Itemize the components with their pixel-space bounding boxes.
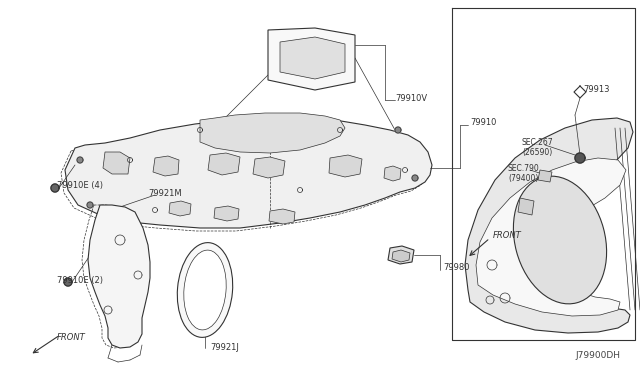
Text: 79910E (2): 79910E (2) — [57, 276, 103, 285]
Text: 79910V: 79910V — [395, 93, 427, 103]
Ellipse shape — [184, 250, 226, 330]
Polygon shape — [103, 152, 130, 174]
Polygon shape — [412, 175, 418, 181]
Text: 79921M: 79921M — [148, 189, 182, 198]
Polygon shape — [518, 198, 534, 215]
Text: SEC.267: SEC.267 — [522, 138, 554, 147]
Polygon shape — [538, 170, 552, 182]
Polygon shape — [214, 206, 239, 221]
Polygon shape — [200, 113, 345, 153]
Polygon shape — [64, 278, 72, 286]
Polygon shape — [77, 157, 83, 163]
Polygon shape — [384, 166, 401, 181]
Text: 79910: 79910 — [470, 118, 497, 126]
Text: 79913: 79913 — [583, 84, 609, 93]
Polygon shape — [169, 201, 191, 216]
Polygon shape — [153, 156, 179, 176]
Text: 79921J: 79921J — [210, 343, 239, 353]
Text: 79980: 79980 — [443, 263, 470, 273]
Polygon shape — [88, 205, 150, 348]
Text: (79400): (79400) — [508, 173, 538, 183]
Polygon shape — [392, 250, 410, 262]
Polygon shape — [87, 202, 93, 208]
Polygon shape — [329, 155, 362, 177]
Polygon shape — [388, 246, 414, 264]
Polygon shape — [208, 153, 240, 175]
Polygon shape — [65, 118, 432, 228]
Polygon shape — [269, 209, 295, 224]
Text: FRONT: FRONT — [57, 333, 86, 341]
Text: J79900DH: J79900DH — [575, 350, 620, 359]
Polygon shape — [465, 118, 633, 333]
Polygon shape — [253, 157, 285, 178]
Polygon shape — [476, 158, 626, 316]
Ellipse shape — [177, 243, 233, 337]
Polygon shape — [575, 153, 585, 163]
Ellipse shape — [513, 176, 607, 304]
Polygon shape — [395, 127, 401, 133]
Text: FRONT: FRONT — [493, 231, 522, 240]
Text: (26590): (26590) — [522, 148, 552, 157]
Polygon shape — [280, 37, 345, 79]
Text: SEC.790: SEC.790 — [508, 164, 540, 173]
Polygon shape — [268, 28, 355, 90]
Polygon shape — [51, 184, 59, 192]
Text: 79910E (4): 79910E (4) — [57, 180, 103, 189]
